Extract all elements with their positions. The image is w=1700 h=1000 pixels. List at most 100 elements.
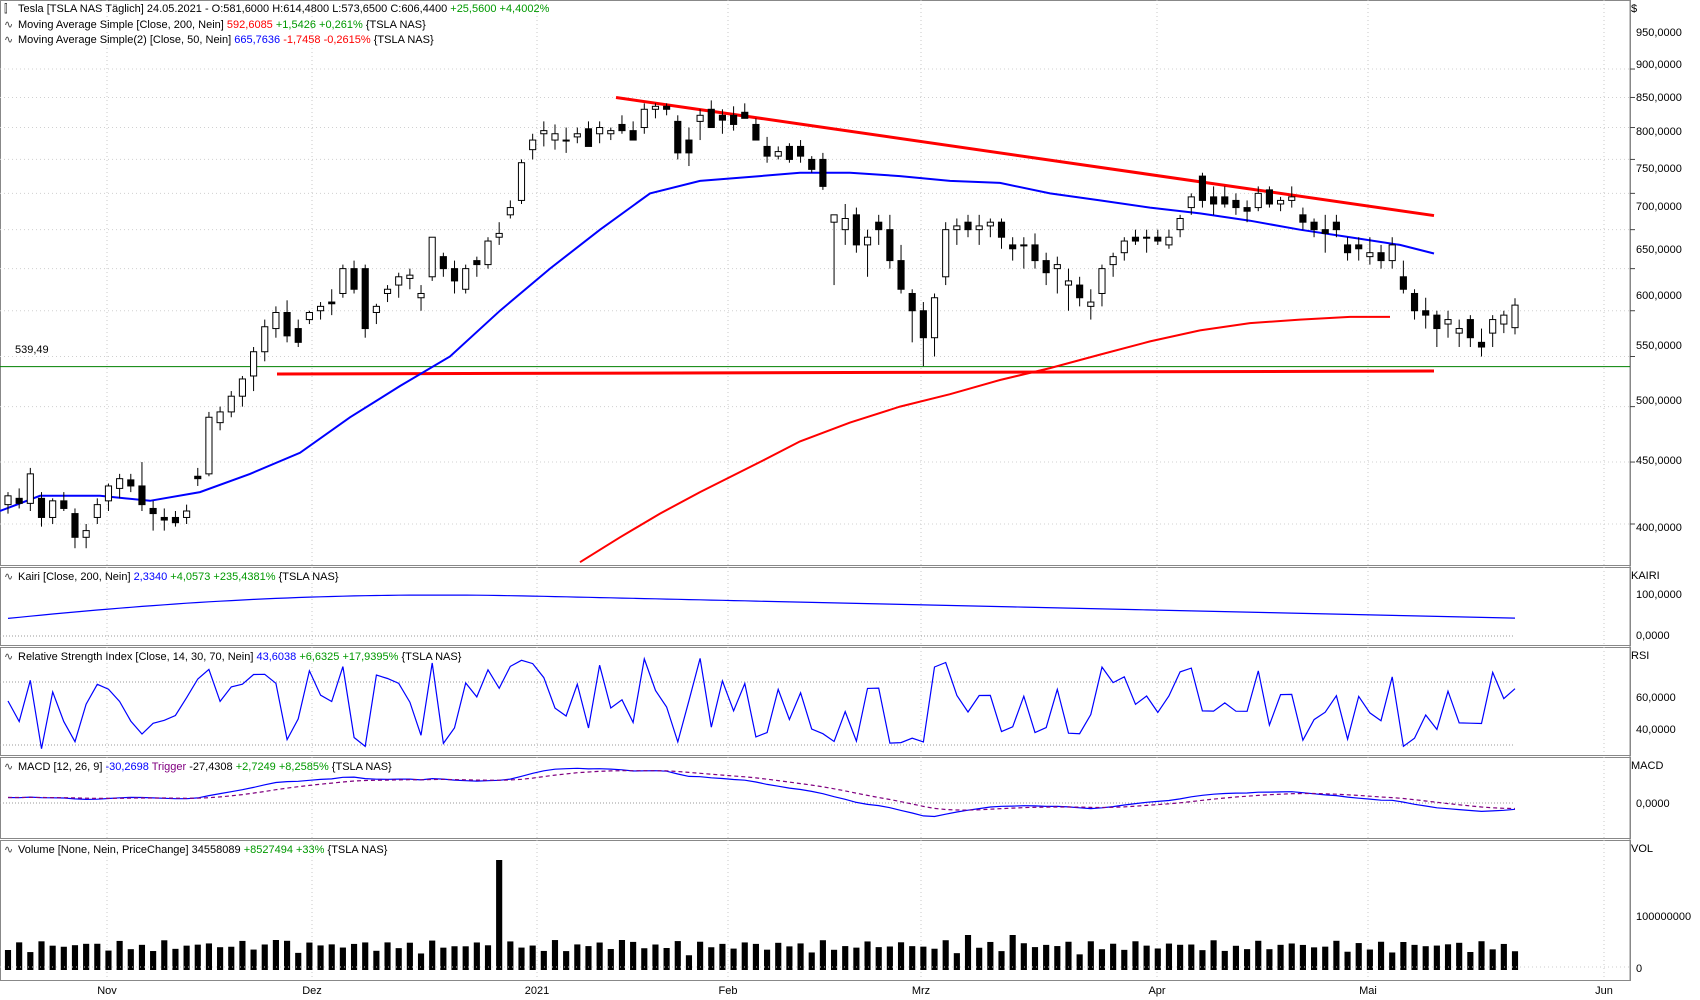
x-tick-label: Feb [718,985,738,997]
line-icon: ∿ [4,761,14,773]
vol-y-tick: 0 [1636,963,1643,975]
candle-down [1076,284,1084,299]
candle-up [272,311,280,330]
y-tick: 850,0000 [1636,92,1682,104]
volume-bar [641,948,648,970]
candle-down [1042,260,1050,274]
volume-bar [1288,943,1295,970]
candle-up [395,276,403,286]
volume-bar [1043,944,1050,970]
volume-bar [1389,952,1396,970]
y-tick: 950,0000 [1636,27,1682,39]
candle-up [383,288,392,294]
candle-up [1053,264,1061,270]
candle-up [316,305,325,312]
x-tick-label: Dez [302,985,322,997]
volume-bar [875,947,882,970]
x-tick-label: Apr [1148,985,1166,997]
candle-up [82,530,90,538]
candle-up [417,292,425,299]
x-tick-label: Mai [1359,985,1377,997]
candle-down [1210,196,1218,205]
volume-bar [473,942,480,970]
ma50-legend: ∿ Moving Average Simple(2) [Close, 50, Ne… [4,34,434,46]
volume-bar [250,949,257,970]
candle-up [1165,236,1173,246]
candle-down [718,114,726,121]
candle-up [238,378,246,397]
candle-down [149,507,157,515]
candle-up [1187,196,1195,209]
volume-bar [931,948,938,970]
volume-bar [1009,935,1016,970]
candle-up [930,297,939,339]
volume-bar [730,948,737,970]
candle-up [517,162,526,201]
candle-down [160,516,168,521]
candle-down [1009,244,1017,250]
candle-up [4,495,12,506]
rsi-line [7,656,1516,749]
x-tick-label: Mrz [911,985,931,997]
ma200-line [579,315,1390,564]
volume-bar [1355,943,1362,970]
volume-bar [607,949,614,970]
volume-bar [384,942,391,970]
line-icon: ∿ [4,34,14,46]
volume-bar [1020,943,1027,970]
candle-down [361,268,369,330]
volume-bar [127,949,134,970]
y-tick: 600,0000 [1636,290,1682,302]
candle-down [1321,229,1329,234]
candle-down [1299,214,1307,223]
candle-up [495,232,503,238]
volume-bar [1422,946,1429,970]
ma50-line [0,171,1435,512]
candle-down [1377,252,1385,262]
volume-bar [1076,954,1083,970]
volume-bar [764,949,771,970]
volume-bar [350,943,358,970]
volume-bar [217,947,224,970]
volume-bar [1400,942,1407,970]
y-tick: 750,0000 [1636,163,1682,175]
candle-down [283,311,291,337]
volume-bar [4,950,12,970]
candle-up [26,473,34,504]
volume-bar [1344,951,1351,970]
volume-bar [484,945,492,970]
volume-bar [1188,944,1195,970]
candle-down [875,221,883,231]
candle-down [763,145,771,157]
volume-bar [138,944,146,970]
volume-bar [1031,947,1039,970]
candle-down [328,301,336,305]
volume-bar [239,940,246,970]
candle-down [808,158,816,170]
volume-bar [976,947,983,970]
candle-up [774,151,782,157]
volume-bar [317,945,324,970]
candle-down [819,158,827,187]
candle-down [618,123,626,132]
y-tick: 550,0000 [1636,340,1682,352]
volume-bar [462,946,469,970]
candle-up [339,268,347,294]
volume-bar [16,942,23,970]
candle-up [1087,301,1095,307]
volume-bar [1333,940,1340,970]
volume-bar [897,942,905,970]
volume-bar [942,940,949,970]
volume-bar [987,941,994,970]
candle-up [1143,236,1151,239]
volume-bar [60,946,67,970]
volume-bar [563,951,570,970]
candle-up [183,510,191,518]
candle-down [1343,244,1352,254]
candle-up [104,485,113,502]
x-tick-label: 2021 [524,985,550,997]
volume-bar [663,947,670,970]
line-icon: ∿ [4,844,14,856]
candle-down [685,139,693,154]
volume-bar [94,943,101,970]
